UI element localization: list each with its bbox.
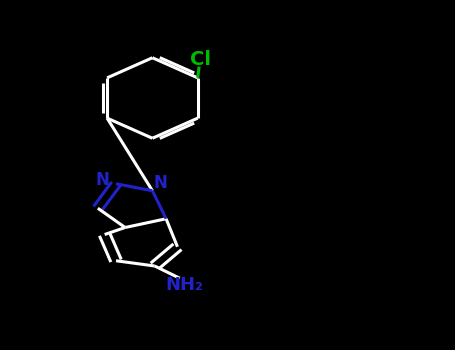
Text: NH₂: NH₂: [165, 276, 203, 294]
Text: N: N: [96, 171, 109, 189]
Text: Cl: Cl: [190, 50, 211, 69]
Text: N: N: [154, 174, 167, 192]
